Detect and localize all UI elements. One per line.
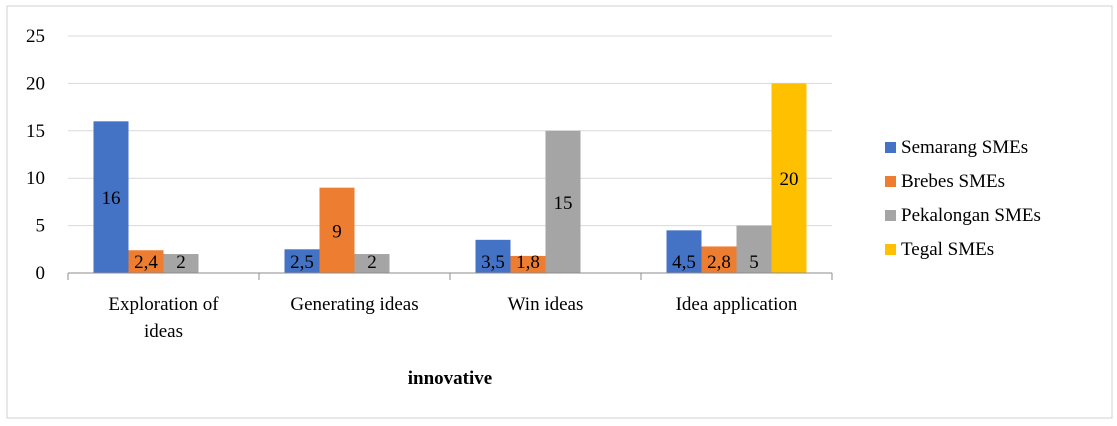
y-axis-ticks: 0 5 10 15 20 25 [26, 26, 45, 284]
legend-label: Brebes SMEs [901, 171, 1005, 192]
data-label: 2,8 [707, 252, 731, 273]
bar [128, 250, 164, 273]
y-tick-label: 20 [26, 73, 45, 94]
legend-swatch [885, 142, 896, 153]
bar [319, 187, 355, 273]
legend-label: Semarang SMEs [901, 137, 1028, 158]
x-category-label: Exploration of [108, 294, 219, 315]
data-label: 4,5 [672, 252, 696, 273]
data-label: 2 [176, 252, 186, 273]
legend-label: Pekalongan SMEs [901, 205, 1041, 226]
legend: Semarang SMEs Brebes SMEs Pekalongan SMEs T… [885, 137, 1041, 260]
bar [284, 249, 320, 273]
bar [163, 254, 199, 273]
legend-swatch [885, 176, 896, 187]
bar [354, 254, 390, 273]
x-category-label: Win ideas [508, 294, 584, 315]
bar [666, 230, 702, 273]
x-category-label: Idea application [676, 294, 798, 315]
x-axis-title: innovative [408, 368, 492, 389]
bar [93, 121, 129, 273]
data-label: 2 [367, 252, 377, 273]
data-label: 9 [332, 221, 342, 242]
data-labels: 16 2,4 2 2,5 9 2 3,5 1,8 15 4,5 2,8 5 20 [102, 169, 799, 273]
data-label: 20 [780, 169, 799, 190]
data-label: 5 [749, 252, 759, 273]
x-axis-categories: Exploration of ideas Generating ideas Win i… [67, 273, 833, 342]
data-label: 2,5 [290, 252, 314, 273]
bar [510, 255, 546, 273]
gridlines [68, 35, 832, 227]
y-tick-label: 15 [26, 121, 45, 142]
legend-swatch [885, 210, 896, 221]
legend-label: Tegal SMEs [901, 239, 994, 260]
data-label: 3,5 [481, 252, 505, 273]
bar [475, 239, 511, 273]
bar [771, 83, 807, 274]
chart-border [6, 5, 1113, 419]
y-tick-label: 25 [26, 26, 45, 47]
bar [545, 130, 581, 273]
data-label: 16 [102, 188, 121, 209]
y-tick-label: 10 [26, 168, 45, 189]
legend-swatch [885, 244, 896, 255]
data-label: 2,4 [134, 252, 158, 273]
bars [93, 83, 807, 274]
x-category-label: ideas [144, 321, 183, 342]
bar [736, 225, 772, 273]
y-tick-label: 5 [36, 216, 46, 237]
data-label: 15 [554, 193, 573, 214]
y-tick-label: 0 [36, 263, 46, 284]
x-category-label: Generating ideas [290, 294, 418, 315]
bar [701, 246, 737, 273]
data-label: 1,8 [516, 252, 540, 273]
